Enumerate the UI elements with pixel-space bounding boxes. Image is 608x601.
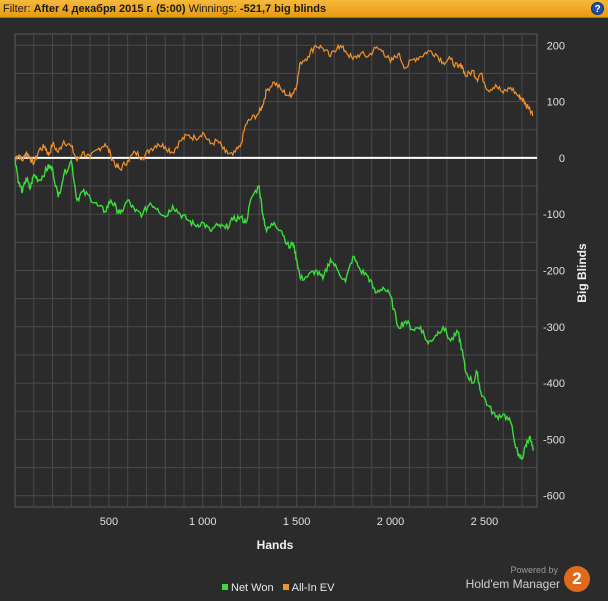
powered-by-text: Powered by [510,565,558,575]
brand-logo: Powered by Hold'em Manager 2 [466,565,600,595]
winnings-value: -521,7 big blinds [239,3,327,15]
brand-name: Hold'em Manager [465,577,560,591]
help-button[interactable]: ? [591,2,604,15]
legend-label-all-in-ev: All-In EV [291,582,335,594]
legend-swatch-all-in-ev [282,584,289,590]
filter-value: After 4 декабря 2015 г. (5:00) [33,3,186,15]
x-tick-label: 500 [100,516,118,528]
x-axis-label: Hands [257,538,294,552]
y-tick-label: -400 [543,378,565,390]
y-tick-label: 0 [559,153,565,165]
legend-item-net-won[interactable]: Net Won [222,582,277,594]
y-tick-label: -600 [543,491,565,503]
y-tick-label: -200 [543,266,565,278]
y-tick-label: -100 [543,209,565,221]
y-ticks: 200 100 0 -100 -200 -300 -400 -500 -600 [543,40,565,502]
legend-label-net-won: Net Won [231,582,274,594]
x-tick-label: 2 000 [377,516,405,528]
winnings-chart: 500 1 000 1 500 2 000 2 500 200 100 0 -100 -200 -… [14,33,589,552]
y-tick-label: -500 [543,434,565,446]
x-tick-label: 2 500 [471,516,499,528]
x-tick-label: 1 500 [283,516,311,528]
legend-swatch-net-won [222,584,228,590]
legend-item-all-in-ev[interactable]: All-In EV [282,582,335,594]
series-all-in-ev [14,43,534,172]
y-tick-label: 100 [547,97,565,109]
y-axis-label: Big Blinds [575,243,589,303]
legend: Net Won All-In EV [222,582,340,594]
grid [15,34,537,507]
winnings-label: Winnings: [188,3,237,15]
filter-bar: Filter: After 4 декабря 2015 г. (5:00) W… [0,0,608,18]
series-net-won [14,157,534,460]
x-ticks: 500 1 000 1 500 2 000 2 500 [100,516,498,528]
filter-label: Filter: [3,3,31,15]
x-tick-label: 1 000 [189,516,217,528]
y-tick-label: 200 [547,40,565,52]
y-tick-label: -300 [543,322,565,334]
hm2-logo-icon: 2 [564,566,590,592]
